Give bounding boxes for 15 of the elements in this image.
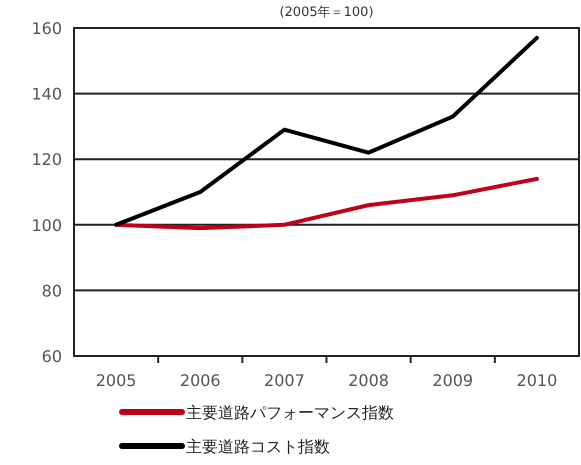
y-tick-label: 160: [31, 19, 62, 38]
legend-label: 主要道路パフォーマンス指数: [186, 403, 394, 422]
x-tick-label: 2010: [516, 371, 558, 390]
y-tick-label: 140: [31, 84, 62, 104]
y-tick-label: 60: [42, 347, 62, 366]
y-tick-label: 80: [42, 281, 62, 300]
x-tick-label: 2006: [180, 371, 221, 390]
legend-label: 主要道路コスト指数: [186, 437, 330, 456]
x-tick-label: 2009: [432, 371, 474, 390]
y-tick-label: 120: [31, 150, 62, 170]
x-tick-label: 2008: [348, 371, 389, 390]
chart-title: (2005年＝100): [279, 5, 374, 20]
x-tick-label: 2005: [96, 371, 136, 390]
y-tick-label: 100: [31, 216, 62, 235]
x-tick-label: 2007: [264, 371, 305, 390]
